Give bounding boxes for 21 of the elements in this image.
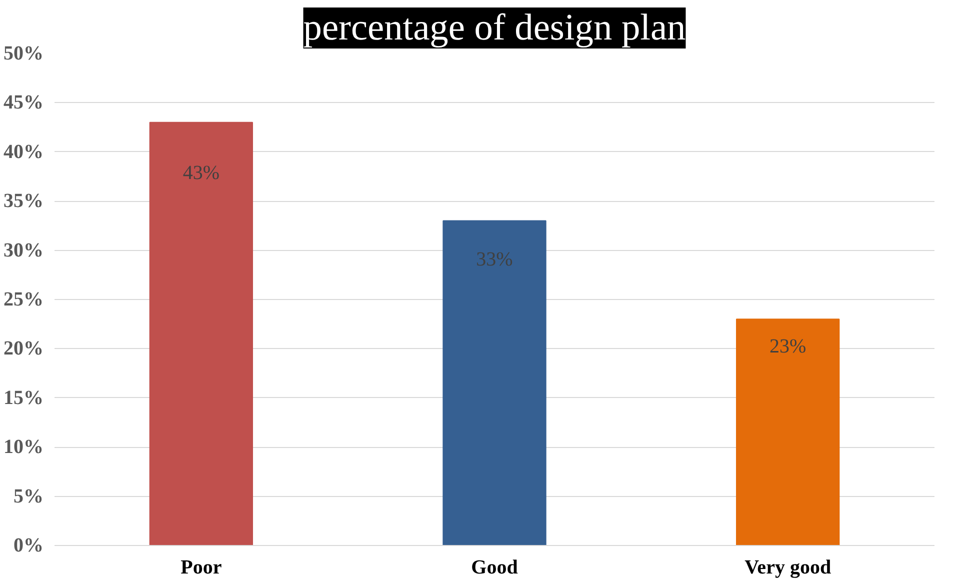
y-tick-label: 5% [14,485,44,508]
y-tick-label: 25% [4,288,44,310]
y-tick-label: 45% [4,92,44,114]
x-tick-label: Good [471,556,518,578]
x-tick-label: Very good [744,556,832,578]
x-tick-label: Poor [180,556,222,578]
data-label: 23% [770,335,806,358]
y-tick-label: 15% [4,386,44,409]
chart-title: percentage of design plan [303,8,686,48]
bar [442,220,546,546]
data-label: 43% [182,162,220,184]
y-tick-label: 20% [4,338,44,360]
y-tick-label: 35% [4,190,44,212]
y-tick-label: 40% [4,140,44,163]
y-tick-label: 50% [4,42,44,64]
y-tick-label: 10% [4,436,44,458]
y-tick-label: 0% [14,534,44,556]
bar [149,122,253,546]
bar [736,318,840,546]
data-label: 33% [476,248,513,271]
y-tick-label: 30% [4,239,44,262]
